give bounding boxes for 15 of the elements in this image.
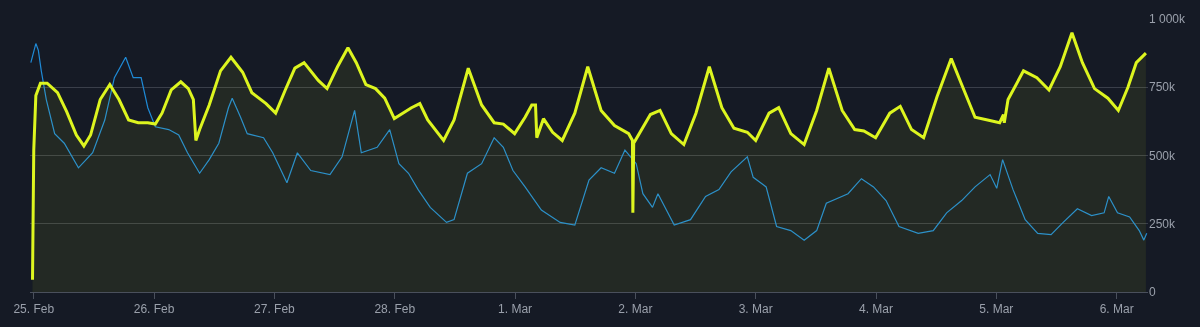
x-tick-label: 2. Mar bbox=[618, 302, 653, 317]
x-tick-label: 3. Mar bbox=[738, 302, 773, 317]
x-tick-label: 6. Mar bbox=[1099, 302, 1134, 317]
x-tick-label: 5. Mar bbox=[979, 302, 1014, 317]
x-tick-label: 25. Feb bbox=[13, 302, 55, 317]
y-tick-label: 1 000k bbox=[1149, 12, 1187, 27]
x-tick-label: 4. Mar bbox=[859, 302, 894, 317]
y-tick-label: 750k bbox=[1149, 80, 1177, 95]
y-tick-label: 0 bbox=[1149, 285, 1156, 300]
y-tick-label: 500k bbox=[1149, 148, 1177, 163]
x-tick-label: 26. Feb bbox=[133, 302, 175, 317]
y-tick-label: 250k bbox=[1149, 216, 1177, 231]
x-tick-label: 1. Mar bbox=[498, 302, 533, 317]
x-tick-label: 28. Feb bbox=[374, 302, 416, 317]
x-tick-label: 27. Feb bbox=[254, 302, 296, 317]
